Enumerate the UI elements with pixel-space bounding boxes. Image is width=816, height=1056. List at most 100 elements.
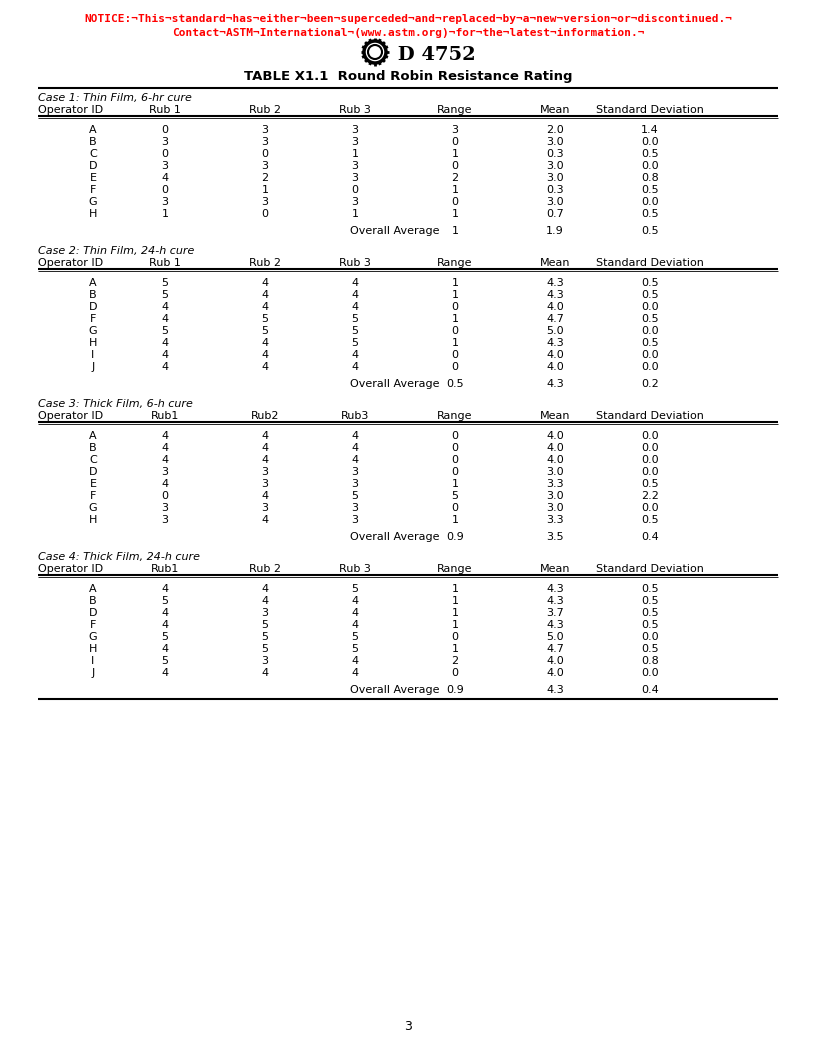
Text: Rub1: Rub1 [151,411,180,421]
Text: 1.4: 1.4 [641,125,659,135]
Text: 5: 5 [162,631,168,642]
Text: 4: 4 [352,431,358,441]
Text: 3.0: 3.0 [546,161,564,171]
Text: 5.0: 5.0 [546,326,564,336]
Text: 3: 3 [261,479,268,489]
Text: J: J [91,362,95,372]
Text: Rub 2: Rub 2 [249,564,281,574]
Text: Range: Range [437,105,472,115]
Text: 0.0: 0.0 [641,161,659,171]
Text: 0.5: 0.5 [641,290,659,300]
Text: G: G [89,326,97,336]
Text: Rub 3: Rub 3 [339,564,371,574]
Text: 4.3: 4.3 [546,596,564,606]
Text: 4: 4 [352,362,358,372]
Text: 0.5: 0.5 [641,608,659,618]
Text: 4: 4 [162,608,169,618]
Text: 3.0: 3.0 [546,197,564,207]
Text: 3: 3 [352,515,358,525]
Text: C: C [89,149,97,159]
Text: 1: 1 [451,278,459,288]
Text: 5: 5 [162,326,168,336]
Text: Rub 1: Rub 1 [149,258,181,268]
Text: 4.3: 4.3 [546,290,564,300]
Text: 0: 0 [451,444,459,453]
Text: 4: 4 [261,584,268,593]
Text: 0: 0 [261,209,268,219]
Text: 0: 0 [451,631,459,642]
Text: 3: 3 [261,197,268,207]
Text: 3: 3 [162,515,168,525]
Text: 5: 5 [162,596,168,606]
Text: 0.5: 0.5 [641,620,659,630]
Text: Standard Deviation: Standard Deviation [596,105,704,115]
Text: Overall Average: Overall Average [350,226,440,235]
Text: E: E [90,173,96,183]
Text: 5: 5 [352,314,358,324]
Text: 0.0: 0.0 [641,668,659,678]
Text: 3: 3 [261,656,268,666]
Text: 4: 4 [162,668,169,678]
Text: 4: 4 [261,668,268,678]
Text: 4: 4 [162,620,169,630]
Text: 3: 3 [352,173,358,183]
Text: 1: 1 [352,149,358,159]
Text: 4: 4 [261,455,268,465]
Text: 1: 1 [451,149,459,159]
Text: 0.0: 0.0 [641,631,659,642]
Text: 3: 3 [352,479,358,489]
Text: F: F [90,620,96,630]
Text: 1: 1 [352,209,358,219]
Text: F: F [90,491,96,501]
Text: Case 3: Thick Film, 6-h cure: Case 3: Thick Film, 6-h cure [38,399,193,409]
Text: 4.0: 4.0 [546,656,564,666]
Text: 1: 1 [451,515,459,525]
Text: G: G [89,631,97,642]
Text: 4: 4 [261,491,268,501]
Text: 4.3: 4.3 [546,584,564,593]
Text: 4: 4 [162,338,169,348]
Text: 3.3: 3.3 [546,515,564,525]
Text: 0.5: 0.5 [641,226,659,235]
Text: 4: 4 [162,362,169,372]
Text: Operator ID: Operator ID [38,105,103,115]
Text: 0.4: 0.4 [641,532,659,542]
Text: 0.5: 0.5 [446,379,463,389]
Text: 2: 2 [451,656,459,666]
Text: 0.0: 0.0 [641,455,659,465]
Text: 3: 3 [162,467,168,477]
Text: 0.5: 0.5 [641,314,659,324]
Text: A: A [89,584,97,593]
Text: 0: 0 [451,197,459,207]
Text: 3: 3 [352,467,358,477]
Text: Standard Deviation: Standard Deviation [596,411,704,421]
Text: 4: 4 [352,596,358,606]
Text: C: C [89,455,97,465]
Text: 4: 4 [352,668,358,678]
Text: 4: 4 [261,302,268,312]
Text: 4: 4 [162,431,169,441]
Text: 4.0: 4.0 [546,431,564,441]
Text: D: D [89,302,97,312]
Text: 4: 4 [261,290,268,300]
Text: 0.9: 0.9 [446,685,463,695]
Text: 3: 3 [261,161,268,171]
Text: Rub 3: Rub 3 [339,258,371,268]
Text: 0.0: 0.0 [641,197,659,207]
Text: 3.7: 3.7 [546,608,564,618]
Text: 5: 5 [352,584,358,593]
Text: 0: 0 [162,125,168,135]
Text: Range: Range [437,258,472,268]
Text: 5.0: 5.0 [546,631,564,642]
Text: 0: 0 [162,185,168,195]
Text: Case 4: Thick Film, 24-h cure: Case 4: Thick Film, 24-h cure [38,552,200,562]
Text: A: A [89,125,97,135]
Text: Overall Average: Overall Average [350,379,440,389]
Text: 5: 5 [261,620,268,630]
Text: 4: 4 [352,278,358,288]
Text: 0.8: 0.8 [641,656,659,666]
Text: Rub 2: Rub 2 [249,258,281,268]
Text: J: J [91,668,95,678]
Text: 4: 4 [352,290,358,300]
Text: 0: 0 [162,149,168,159]
